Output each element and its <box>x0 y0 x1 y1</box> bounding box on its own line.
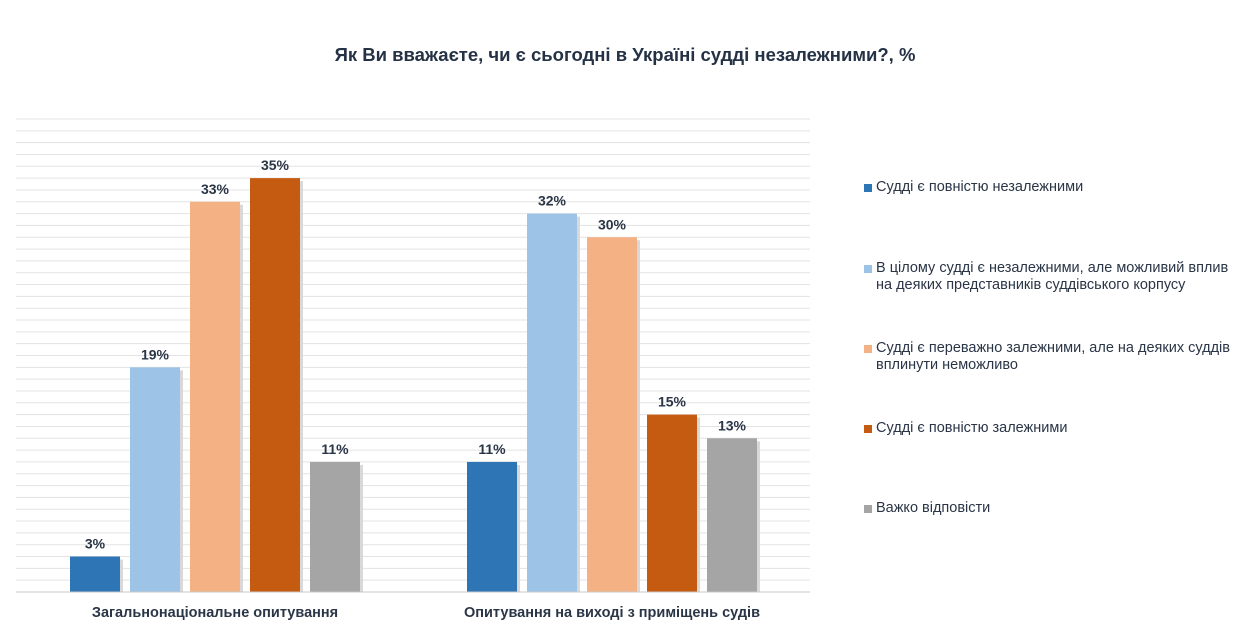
category-labels: Загальнонаціональне опитування Опитування… <box>92 605 760 621</box>
data-label: 3% <box>85 536 106 552</box>
data-label: 33% <box>201 181 230 197</box>
bar <box>707 438 757 592</box>
data-label: 15% <box>658 394 687 410</box>
legend-item: В цілому судді є незалежними, але можлив… <box>864 260 1234 294</box>
data-label: 19% <box>141 346 170 362</box>
data-label: 11% <box>321 441 349 457</box>
bars <box>70 178 760 592</box>
legend-label: Судді є повністю залежними <box>876 420 1068 436</box>
bar <box>250 178 300 592</box>
bar <box>130 367 180 592</box>
bar <box>587 237 637 592</box>
legend-item: Судді є повністю незалежними <box>864 179 1234 196</box>
legend-swatch <box>864 345 872 353</box>
category-label: Загальнонаціональне опитування <box>92 605 338 621</box>
category-label: Опитування на виході з приміщень судів <box>464 605 760 621</box>
legend-swatch <box>864 184 872 192</box>
data-labels: 3% 19% 33% 35% 11% 11% 32% 30% 15% 13% <box>85 157 747 551</box>
bar <box>647 414 697 592</box>
bar <box>190 201 240 592</box>
bar <box>527 213 577 592</box>
chart-title: Як Ви вважаєте, чи є сьогодні в Україні … <box>334 44 916 65</box>
legend-swatch <box>864 425 872 433</box>
legend-label: В цілому судді є незалежними, але можлив… <box>876 260 1229 293</box>
legend-label: Судді є повністю незалежними <box>876 179 1084 195</box>
bar <box>467 461 517 592</box>
bar <box>70 556 120 592</box>
legend-label: Судді є переважно залежними, але на деяк… <box>876 340 1230 373</box>
legend-item: Судді є повністю залежними <box>864 420 1234 437</box>
data-label: 32% <box>538 193 567 209</box>
legend-item: Важко відповісти <box>864 500 1234 517</box>
legend-swatch <box>864 505 872 513</box>
data-label: 11% <box>478 441 506 457</box>
legend-swatch <box>864 265 872 273</box>
bar <box>310 461 360 592</box>
legend-label: Важко відповісти <box>876 500 991 516</box>
legend-item: Судді є переважно залежними, але на деяк… <box>864 340 1234 374</box>
data-label: 13% <box>718 417 747 433</box>
data-label: 35% <box>261 157 290 173</box>
data-label: 30% <box>598 216 627 232</box>
